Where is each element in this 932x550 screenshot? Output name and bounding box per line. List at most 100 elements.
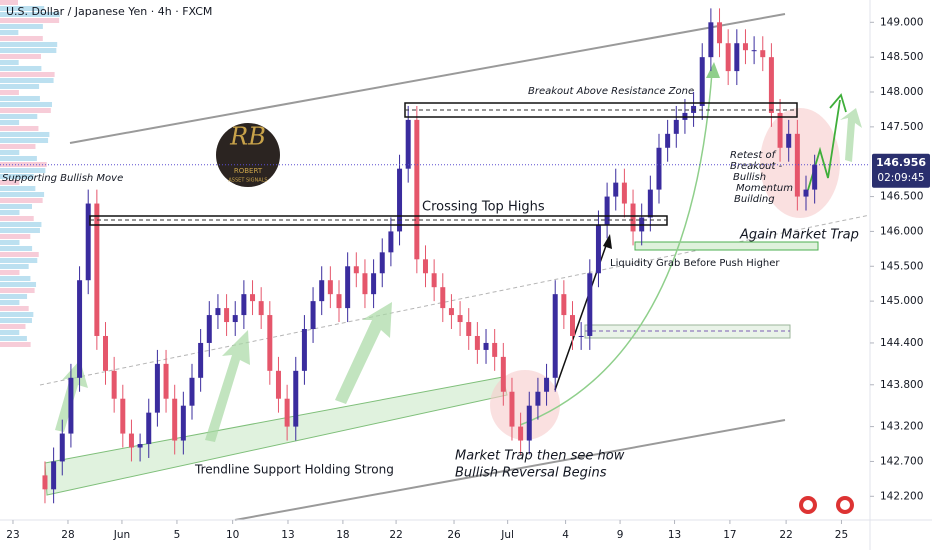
candle-body [319, 280, 325, 302]
profile-bar [0, 132, 50, 137]
candle-body [163, 363, 169, 399]
chart-title: U.S. Dollar / Japanese Yen · 4h · FXCM [6, 5, 212, 18]
candle-body [466, 322, 472, 336]
profile-bar [0, 36, 43, 41]
candle-body [362, 273, 368, 295]
candle-body [587, 273, 593, 336]
candle-body [544, 377, 550, 392]
profile-bar [0, 306, 29, 311]
channel-mid [39, 214, 871, 386]
profile-bar [0, 180, 20, 185]
x-tick-label: 17 [723, 529, 736, 541]
candle-body [232, 315, 238, 323]
candle-body [241, 294, 247, 316]
annotation: Market Trap then see how [455, 449, 625, 464]
up-arrow [840, 108, 862, 162]
push-arrow-head [603, 234, 612, 249]
y-tick-label: 148.000 [880, 86, 923, 98]
profile-bar [0, 0, 18, 5]
candle-body [405, 119, 411, 169]
logo-sub: ASSET SIGNALS [228, 178, 267, 184]
candle-body [665, 133, 671, 148]
candle-body [85, 203, 91, 281]
candle-body [492, 342, 498, 357]
profile-bar [0, 144, 36, 149]
profile-bar [0, 294, 28, 299]
profile-bar [0, 108, 51, 113]
profile-bar [0, 84, 40, 89]
candle-body [388, 231, 394, 253]
profile-bar [0, 96, 40, 101]
profile-bar [0, 6, 45, 11]
candle-body [422, 259, 428, 274]
profile-bar [0, 282, 37, 287]
candle-body [535, 391, 541, 406]
channel-top [69, 13, 786, 144]
candle-body [604, 196, 610, 225]
profile-bar [0, 66, 42, 71]
candle-body [258, 301, 264, 316]
profile-bar [0, 336, 27, 341]
y-tick-label: 149.000 [880, 16, 923, 28]
x-tick-label: 22 [389, 529, 402, 541]
x-tick-label: 5 [174, 529, 181, 541]
annotation: Crossing Top Highs [422, 200, 545, 215]
candle-body [578, 335, 584, 337]
candle-body [570, 315, 576, 336]
x-tick-label: 25 [835, 529, 848, 541]
candle-body [595, 224, 601, 274]
profile-bar [0, 12, 60, 17]
up-arrow [205, 330, 250, 442]
candle-body [68, 377, 74, 434]
y-tick-label: 143.200 [880, 421, 923, 433]
profile-bar [0, 264, 29, 269]
candle-body [673, 119, 679, 134]
candle-body [172, 398, 178, 441]
profile-bar [0, 42, 58, 47]
candle-body [509, 391, 515, 427]
profile-bar [0, 318, 32, 323]
profile-bar [0, 168, 46, 173]
candle-body [42, 475, 48, 490]
axes: 149.000 148.500 148.000 147.500 146.500 146.0… [0, 16, 930, 541]
annotation: Trendline Support Holding Strong [194, 463, 394, 477]
candle-body [111, 370, 117, 399]
profile-bar [0, 18, 60, 23]
profile-bar [0, 54, 41, 59]
candle-body [742, 43, 748, 51]
candle-body [215, 308, 221, 316]
candle-body [725, 43, 731, 72]
x-tick-label: 13 [668, 529, 681, 541]
profile-bar [0, 210, 20, 215]
profile-bar [0, 204, 32, 209]
y-tick-label: 146.500 [880, 191, 923, 203]
candle-body [267, 315, 273, 371]
candle-body [483, 342, 489, 350]
candle-body [301, 329, 307, 371]
y-tick-label: 146.000 [880, 225, 923, 237]
candle-body [189, 377, 195, 406]
curve-arrow-head [706, 62, 720, 78]
candle-body [206, 315, 212, 343]
y-tick-label: 147.500 [880, 121, 923, 133]
annotation: Bullish Reversal Begins [455, 466, 607, 481]
candle-body [198, 342, 204, 378]
profile-bar [0, 258, 38, 263]
y-tick-label: 143.800 [880, 379, 923, 391]
profile-bar [0, 90, 19, 95]
profile-bar [0, 120, 20, 125]
countdown-label: 02:09:45 [877, 172, 924, 184]
current-price-label: 146.956 [876, 156, 926, 169]
candle-body [103, 335, 109, 371]
profile-bar [0, 288, 35, 293]
candle-body [500, 356, 506, 392]
y-tick-label: 145.500 [880, 260, 923, 272]
profile-bar [0, 72, 55, 77]
profile-bar [0, 276, 31, 281]
candle-body [154, 363, 160, 413]
candle-body [777, 112, 783, 148]
profile-bar [0, 234, 31, 239]
profile-bar [0, 324, 26, 329]
annotation: Supporting Bullish Move [2, 173, 123, 184]
